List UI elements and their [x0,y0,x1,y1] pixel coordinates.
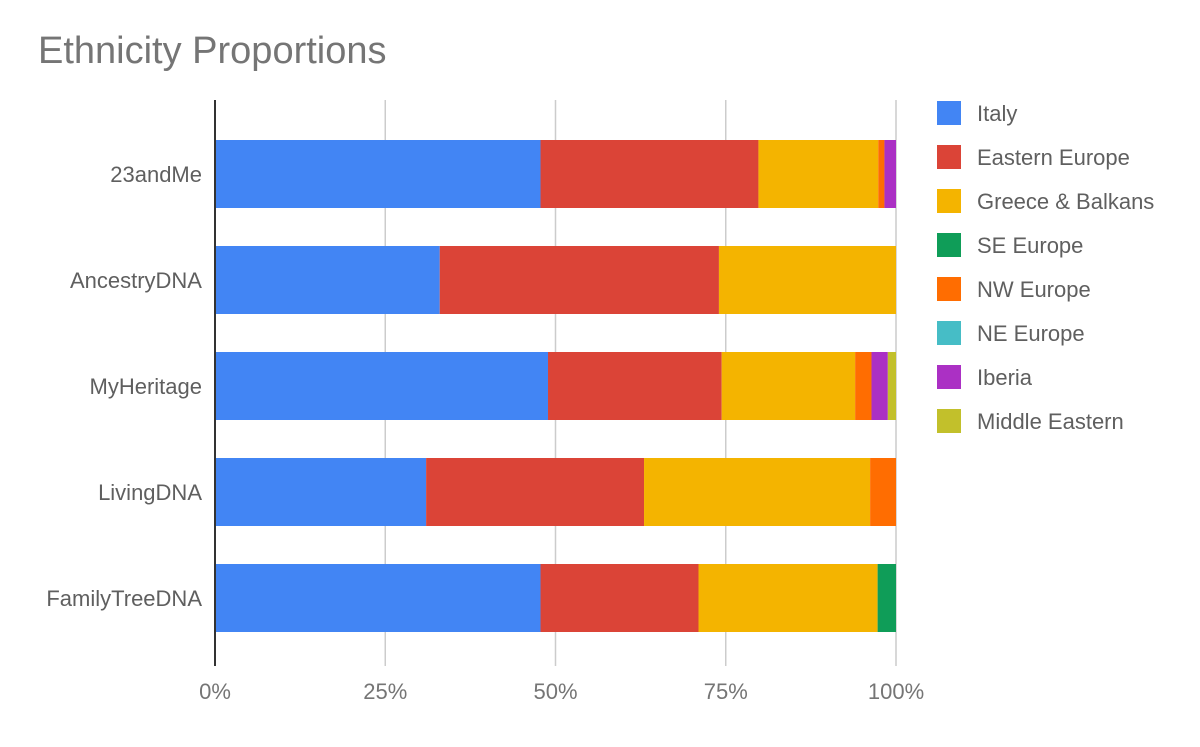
legend-swatch [937,145,961,169]
legend-swatch [937,101,961,125]
bar-segment [870,458,896,526]
y-tick-label: FamilyTreeDNA [46,586,202,611]
bar-segment [215,352,549,420]
bar-segment [439,246,719,314]
bar-segment [698,564,878,632]
bar-segment [718,246,896,314]
legend-label: Greece & Balkans [977,189,1154,214]
bar-segment [644,458,871,526]
bar-segment [758,140,879,208]
legend-label: Middle Eastern [977,409,1124,434]
bar-segment [215,458,427,526]
legend-swatch [937,365,961,389]
bar-segment [877,564,896,632]
x-tick-label: 75% [704,679,748,704]
y-tick-label: 23andMe [110,162,202,187]
bar-segment [884,140,896,208]
legend-label: NE Europe [977,321,1085,346]
bar-segment [887,352,896,420]
bar-segment [878,140,885,208]
x-tick-label: 0% [199,679,231,704]
legend-swatch [937,277,961,301]
bar-segment [540,140,759,208]
y-tick-label: LivingDNA [98,480,202,505]
y-tick-label: AncestryDNA [70,268,202,293]
bar-segment [215,246,440,314]
x-tick-label: 25% [363,679,407,704]
x-tick-label: 100% [868,679,924,704]
bar-segment [426,458,645,526]
bar-segment [721,352,856,420]
legend-swatch [937,233,961,257]
x-tick-label: 50% [533,679,577,704]
bar-segment [871,352,888,420]
legend-label: Iberia [977,365,1033,390]
legend-label: Italy [977,101,1017,126]
legend-swatch [937,321,961,345]
y-tick-label: MyHeritage [90,374,202,399]
legend-label: NW Europe [977,277,1091,302]
legend-swatch [937,409,961,433]
legend-swatch [937,189,961,213]
bar-segment [215,140,541,208]
bar-segment [855,352,872,420]
bar-segment [540,564,699,632]
bar-segment [548,352,722,420]
legend-label: SE Europe [977,233,1083,258]
bar-segment [215,564,541,632]
chart-title: Ethnicity Proportions [38,30,387,72]
legend-label: Eastern Europe [977,145,1130,170]
